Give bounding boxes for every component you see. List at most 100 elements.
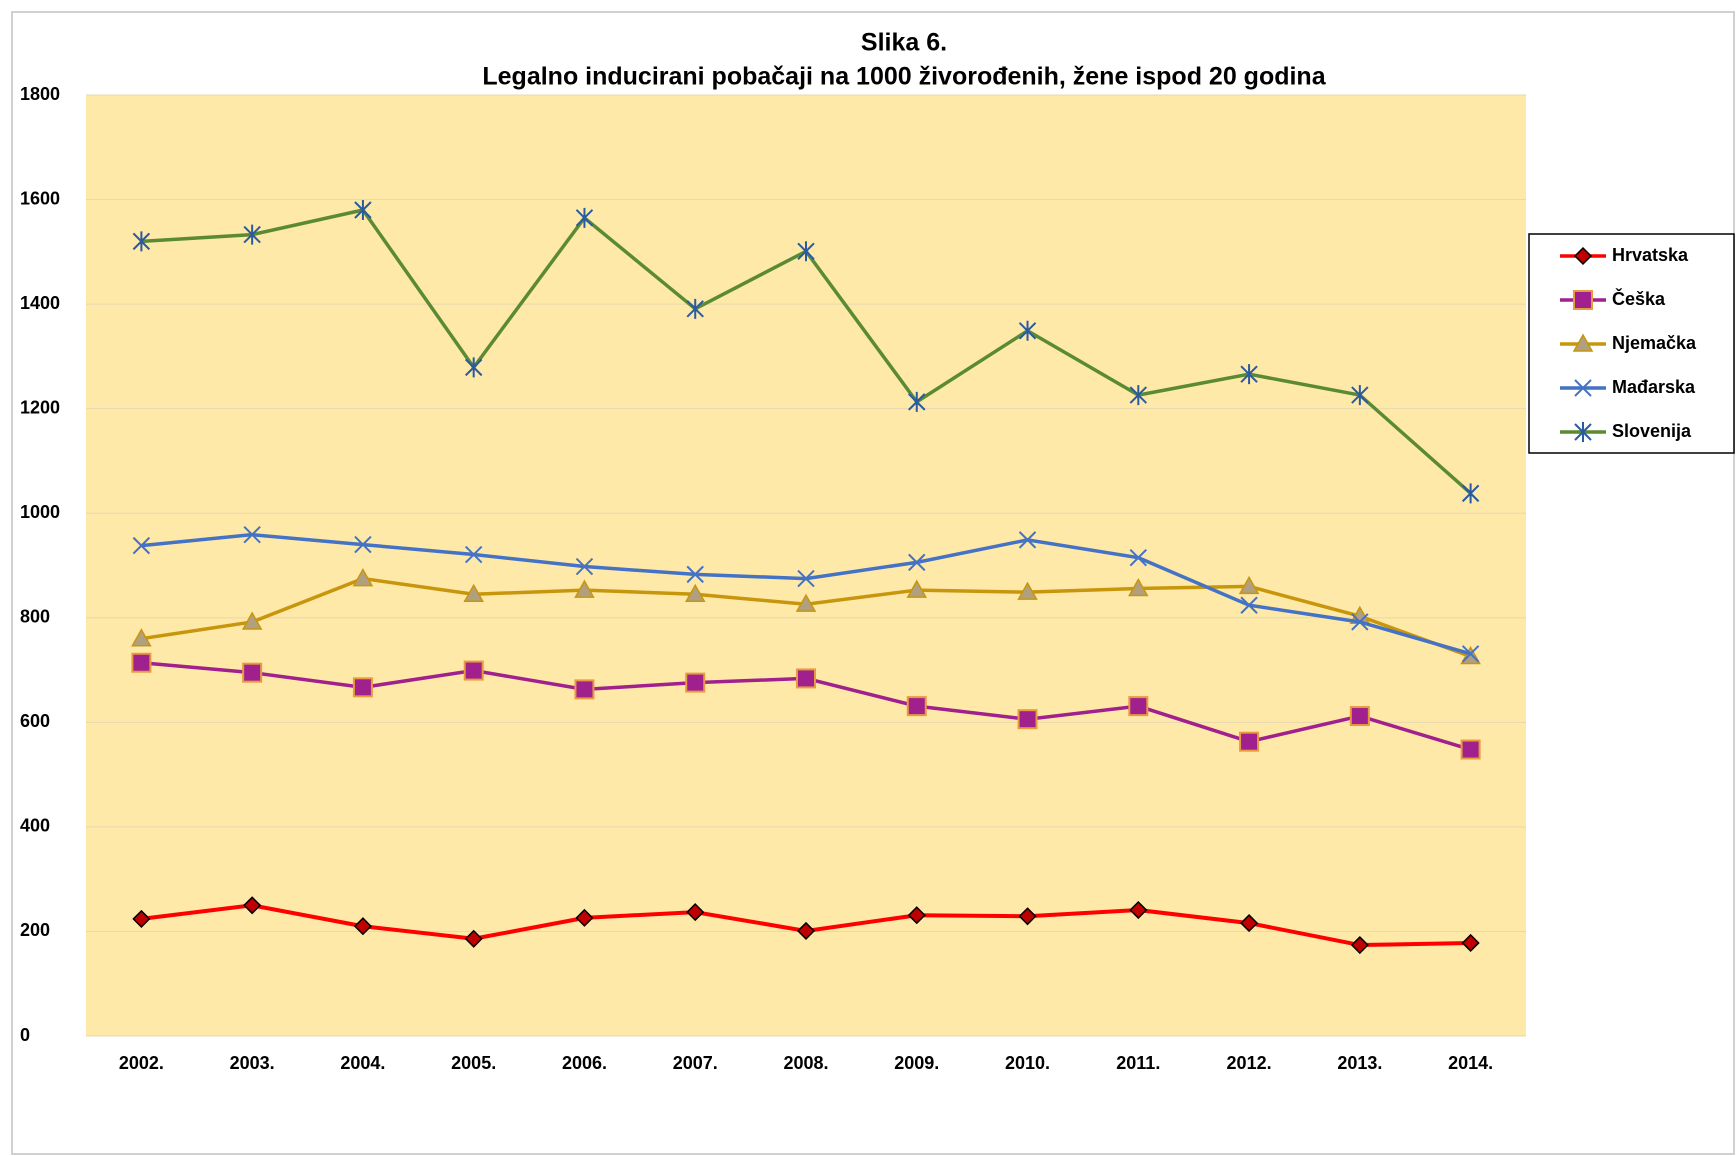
marker — [1460, 739, 1481, 760]
marker — [908, 391, 926, 412]
marker — [1018, 320, 1037, 341]
marker — [1240, 914, 1259, 933]
y-tick-label: 1200 — [20, 397, 60, 417]
marker — [352, 677, 373, 698]
chart-border — [11, 11, 1735, 1155]
x-tick-label: 2010. — [1005, 1053, 1050, 1073]
marker — [1351, 613, 1369, 631]
x-tick-label: 2002. — [119, 1053, 164, 1073]
marker — [686, 565, 704, 584]
marker — [353, 917, 372, 936]
marker — [354, 535, 372, 554]
marker — [796, 668, 816, 689]
marker — [1128, 577, 1149, 597]
x-tick-label: 2013. — [1337, 1053, 1382, 1073]
x-tick-label: 2007. — [673, 1053, 718, 1073]
x-tick-label: 2008. — [783, 1053, 828, 1073]
legend-marker — [1574, 379, 1592, 397]
legend-label: Češka — [1612, 288, 1666, 309]
legend-marker — [1574, 422, 1592, 442]
marker — [131, 652, 152, 673]
marker — [1350, 935, 1369, 955]
y-tick-label: 1600 — [20, 188, 60, 208]
marker — [574, 579, 595, 598]
marker — [132, 909, 151, 928]
legend-label: Hrvatska — [1612, 245, 1689, 265]
marker — [686, 298, 704, 319]
marker — [797, 569, 815, 588]
marker — [1461, 645, 1480, 663]
marker — [1129, 385, 1148, 406]
marker — [1017, 581, 1038, 600]
marker — [797, 241, 815, 262]
marker — [463, 660, 484, 681]
marker — [243, 224, 261, 245]
x-tick-label: 2005. — [451, 1053, 496, 1073]
chart-title: Slika 6. — [861, 29, 947, 57]
legend-label: Njemačka — [1612, 333, 1697, 353]
x-tick-label: 2011. — [1116, 1053, 1160, 1073]
x-tick-label: 2003. — [230, 1053, 275, 1073]
legend-marker — [1573, 290, 1593, 310]
x-tick-label: 2014. — [1448, 1053, 1493, 1073]
x-tick-label: 2009. — [894, 1053, 939, 1073]
marker — [908, 553, 926, 572]
marker — [243, 896, 262, 915]
y-tick-label: 600 — [20, 711, 50, 731]
x-tick-label: 2012. — [1227, 1053, 1272, 1073]
marker — [1349, 706, 1370, 727]
marker — [354, 200, 372, 221]
marker — [1240, 364, 1258, 385]
marker — [575, 207, 594, 228]
marker — [907, 906, 926, 925]
marker — [1461, 483, 1480, 504]
marker — [906, 579, 928, 598]
marker — [684, 583, 706, 603]
chart-subtitle: Legalno inducirani pobačaji na 1000 živo… — [482, 63, 1326, 91]
marker — [1017, 709, 1038, 730]
marker — [1351, 385, 1369, 406]
y-tick-label: 800 — [20, 607, 50, 627]
marker — [575, 908, 594, 927]
marker — [906, 696, 927, 717]
legend-marker — [1573, 246, 1593, 266]
marker — [242, 662, 263, 683]
y-tick-label: 1800 — [20, 84, 60, 104]
marker — [132, 231, 151, 252]
marker — [1239, 731, 1260, 752]
marker — [796, 921, 816, 940]
marker — [574, 679, 595, 700]
marker — [464, 545, 483, 564]
legend-label: Mađarska — [1612, 377, 1696, 397]
marker — [1238, 575, 1260, 595]
marker — [464, 929, 483, 948]
marker — [241, 611, 263, 630]
marker — [795, 593, 817, 612]
marker — [1461, 933, 1480, 953]
plot-area — [86, 95, 1526, 1036]
legend-marker — [1572, 333, 1594, 352]
marker — [686, 903, 705, 922]
marker — [1240, 596, 1258, 614]
marker — [685, 672, 706, 693]
marker — [1018, 531, 1037, 549]
y-tick-label: 1000 — [20, 502, 60, 522]
marker — [1128, 696, 1149, 717]
marker — [463, 583, 484, 603]
y-tick-label: 0 — [20, 1025, 30, 1045]
x-tick-label: 2004. — [340, 1053, 385, 1073]
marker — [243, 525, 261, 544]
marker — [132, 536, 151, 555]
y-tick-label: 200 — [20, 920, 50, 940]
marker — [1018, 907, 1037, 926]
x-tick-label: 2006. — [562, 1053, 607, 1073]
marker — [1129, 548, 1148, 567]
y-tick-label: 1400 — [20, 293, 60, 313]
marker — [352, 568, 374, 587]
marker — [131, 628, 152, 647]
y-tick-label: 400 — [20, 816, 50, 836]
marker — [464, 357, 483, 378]
marker — [1129, 900, 1148, 920]
legend-label: Slovenija — [1612, 421, 1692, 441]
